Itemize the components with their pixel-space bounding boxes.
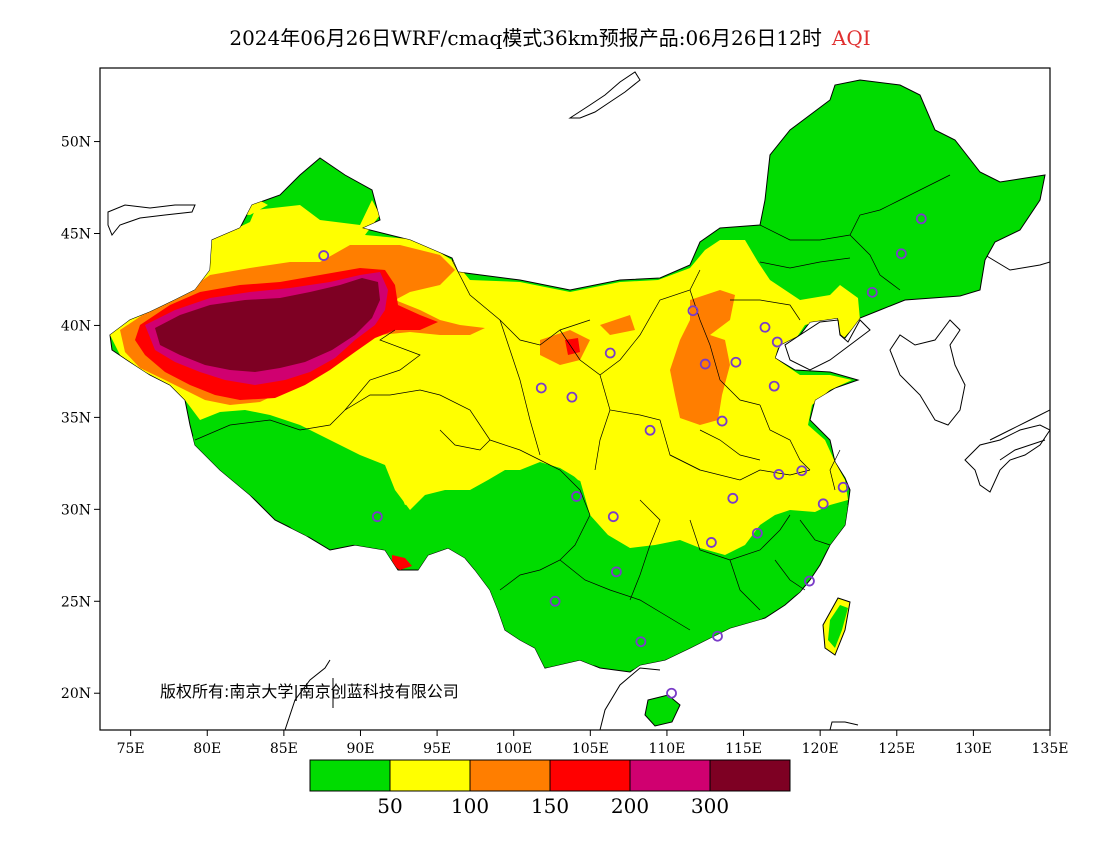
station-marker <box>549 595 561 607</box>
latitude-axis: 20N 25N 30N 35N 40N 45N 50N <box>61 135 100 702</box>
legend-swatch <box>629 759 711 792</box>
station-marker <box>866 286 878 298</box>
map-frame <box>99 67 1051 731</box>
title-text: 2024年06月26日WRF/cmaq模式36km预报产品:06月26日12时 <box>229 26 822 50</box>
lon-tick-label: 75E <box>117 741 145 757</box>
station-marker <box>915 213 927 225</box>
lon-tick-label: 90E <box>346 741 374 757</box>
legend-label: 100 <box>451 794 489 818</box>
station-marker <box>371 511 383 523</box>
station-marker <box>610 566 622 578</box>
legend-label: 300 <box>691 794 729 818</box>
monitoring-stations <box>318 213 927 699</box>
lon-tick-label: 80E <box>193 741 221 757</box>
station-marker <box>771 336 783 348</box>
map-title: 2024年06月26日WRF/cmaq模式36km预报产品:06月26日12时 A… <box>0 22 1100 51</box>
province-boundaries <box>194 174 951 631</box>
lat-tick-label: 35N <box>61 410 91 426</box>
legend-swatch <box>549 759 631 792</box>
station-marker <box>837 481 849 493</box>
legend-label: 200 <box>611 794 649 818</box>
station-marker <box>804 575 815 587</box>
lon-tick-label: 120E <box>802 741 839 757</box>
station-marker <box>666 687 677 699</box>
station-marker <box>895 248 907 260</box>
station-marker <box>759 321 771 333</box>
lat-tick-label: 20N <box>61 686 91 702</box>
station-marker <box>571 491 582 502</box>
legend-label: 50 <box>377 794 402 818</box>
station-marker <box>604 347 616 359</box>
station-marker <box>318 250 330 261</box>
legend-swatch <box>309 759 391 792</box>
lon-tick-label: 85E <box>270 741 298 757</box>
lat-tick-label: 50N <box>61 135 91 151</box>
lon-tick-label: 100E <box>495 741 532 757</box>
station-marker <box>699 358 711 370</box>
lon-tick-label: 125E <box>878 741 915 757</box>
station-marker <box>712 630 723 642</box>
station-marker <box>730 356 742 368</box>
aqi-level-hazardous <box>155 278 380 372</box>
legend-swatch <box>709 759 791 792</box>
station-marker <box>635 636 647 648</box>
station-marker <box>535 382 547 394</box>
aqi-legend: 50 100 150 200 300 <box>309 759 791 818</box>
station-marker <box>768 380 780 392</box>
station-marker <box>644 424 656 436</box>
lat-tick-label: 40N <box>61 318 91 334</box>
legend-swatch <box>469 759 551 792</box>
lon-tick-label: 110E <box>648 741 685 757</box>
legend-label: 150 <box>531 794 569 818</box>
station-marker <box>705 537 717 548</box>
bohai-sea <box>784 319 871 371</box>
lon-tick-label: 135E <box>1032 741 1069 757</box>
lon-tick-label: 105E <box>572 741 609 757</box>
copyright-text: 版权所有:南京大学|南京创蓝科技有限公司 <box>160 682 459 701</box>
hainan-island <box>644 694 681 727</box>
map-plot-area <box>107 71 1050 730</box>
station-marker <box>687 305 699 317</box>
station-marker <box>796 465 808 477</box>
station-marker <box>727 492 739 504</box>
lon-tick-label: 130E <box>955 741 992 757</box>
legend-swatch <box>389 759 471 792</box>
lon-tick-label: 115E <box>725 741 762 757</box>
longitude-axis: 75E 80E 85E 90E 95E 100E 105E 110E 115E 120E 125E 1… <box>117 730 1069 757</box>
lon-tick-label: 95E <box>423 741 451 757</box>
lat-tick-label: 30N <box>61 502 91 518</box>
station-marker <box>607 511 619 523</box>
lat-tick-label: 45N <box>61 227 91 243</box>
station-marker <box>566 391 578 403</box>
station-marker <box>773 468 785 480</box>
station-marker <box>751 527 763 539</box>
station-marker <box>716 415 728 427</box>
aqi-fields <box>110 195 860 670</box>
station-marker <box>817 498 829 510</box>
title-variable: AQI <box>831 26 871 50</box>
lat-tick-label: 25N <box>61 594 91 610</box>
aqi-level-good-south <box>185 418 848 670</box>
